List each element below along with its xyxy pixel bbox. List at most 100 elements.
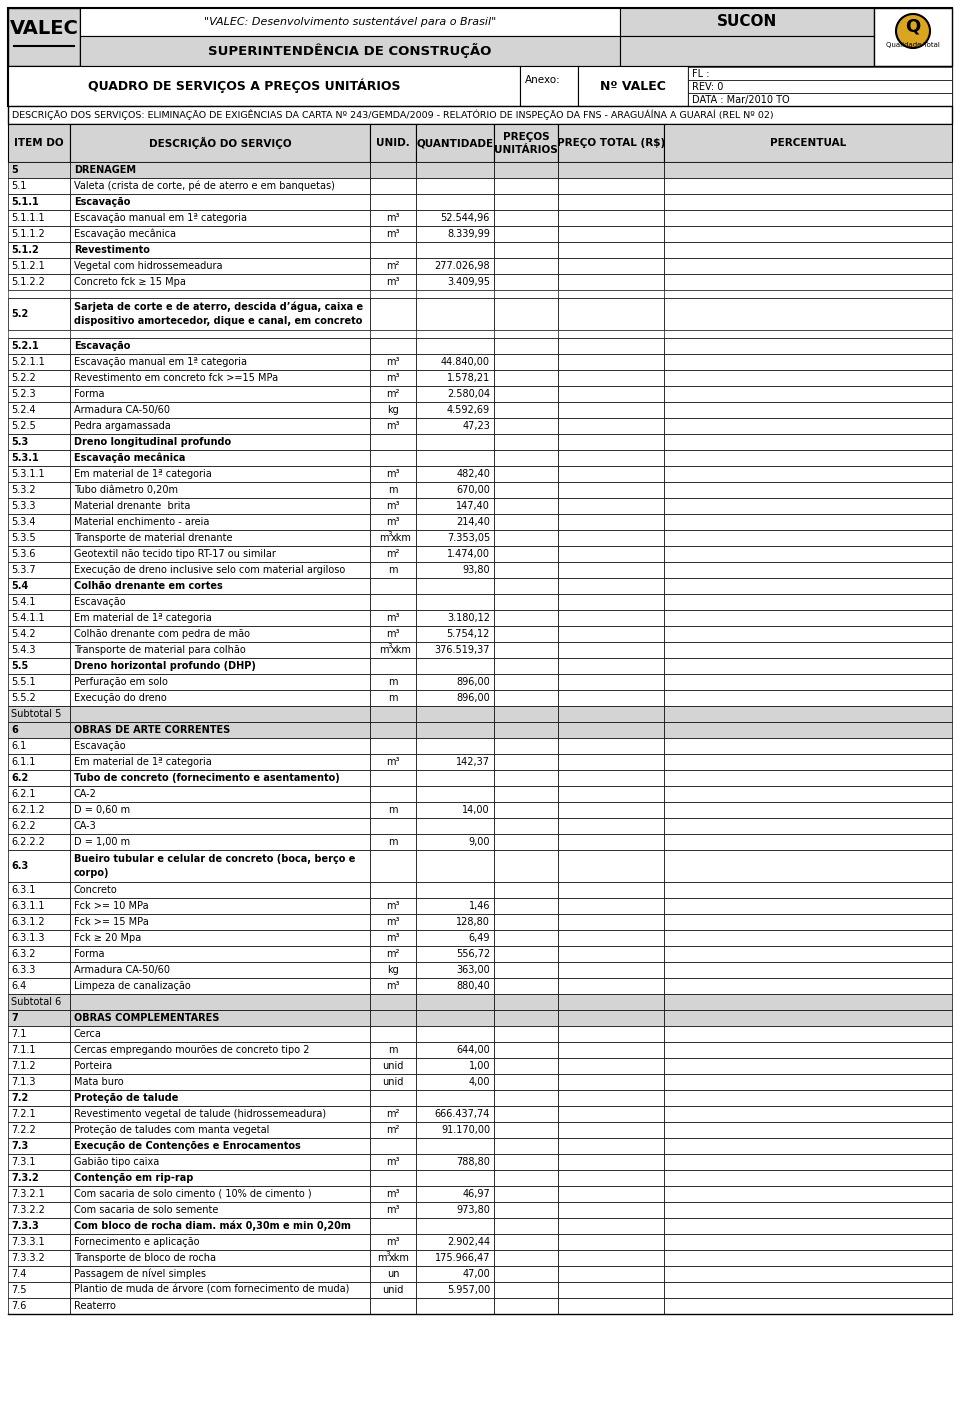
Bar [70,610,370,627]
Bar [416,177,494,194]
Text: m: m [379,534,389,543]
Text: 5.4.1: 5.4.1 [11,597,36,607]
Text: QUANTIDADE: QUANTIDADE [417,138,493,148]
Text: m: m [388,1045,397,1055]
Bar [416,1138,494,1155]
Bar [494,946,558,962]
Bar [688,93,952,106]
Bar [70,579,370,594]
Bar [416,275,494,290]
Text: PERCENTUAL: PERCENTUAL [770,138,846,148]
Bar [370,227,416,242]
Text: kg: kg [387,406,398,415]
Text: 8.339,99: 8.339,99 [447,230,490,239]
Bar [416,881,494,898]
Text: ITEM DO: ITEM DO [14,138,63,148]
Text: 91.170,00: 91.170,00 [441,1125,490,1135]
Text: OBRAS DE ARTE CORRENTES: OBRAS DE ARTE CORRENTES [74,725,230,735]
Text: m: m [388,484,397,496]
Bar [664,1218,952,1233]
Bar [558,418,664,434]
Bar [494,881,558,898]
Bar [558,434,664,451]
Bar [664,529,952,546]
Bar [688,80,952,93]
Text: QUADRO DE SERVIÇOS A PREÇOS UNITÁRIOS: QUADRO DE SERVIÇOS A PREÇOS UNITÁRIOS [88,79,400,93]
Bar [8,1266,70,1283]
Bar [494,529,558,546]
Bar [70,1042,370,1057]
Bar [416,931,494,946]
Bar [664,353,952,370]
Bar [494,1155,558,1170]
Bar [494,482,558,498]
Bar [8,242,70,258]
Bar [494,1233,558,1250]
Bar [370,1138,416,1155]
Bar [416,227,494,242]
Bar [70,1090,370,1107]
Text: Com sacaria de solo semente: Com sacaria de solo semente [74,1205,218,1215]
Bar [494,403,558,418]
Text: Revestimento em concreto fck >=15 MPa: Revestimento em concreto fck >=15 MPa [74,373,278,383]
Bar [494,514,558,529]
Text: Escavação: Escavação [74,597,126,607]
Bar [494,850,558,881]
Bar [416,451,494,466]
Text: DESCRIÇÃO DOS SERVIÇOS: ELIMINAÇÃO DE EXIGÊNCIAS DA CARTA Nº 243/GEMDA/2009 - RE: DESCRIÇÃO DOS SERVIÇOS: ELIMINAÇÃO DE EX… [12,110,774,120]
Bar [8,386,70,403]
Text: 142,37: 142,37 [456,758,490,767]
Bar [664,434,952,451]
Text: 5.3.4: 5.3.4 [11,517,36,527]
Bar [416,1042,494,1057]
Bar [558,690,664,705]
Bar [370,258,416,275]
Text: 7.1.3: 7.1.3 [11,1077,36,1087]
Bar [494,1042,558,1057]
Bar [558,705,664,722]
Bar [70,1233,370,1250]
Bar [416,370,494,386]
Text: Em material de 1ª categoria: Em material de 1ª categoria [74,612,212,622]
Bar [8,1298,70,1314]
Text: m³: m³ [386,1188,399,1200]
Bar [416,1010,494,1026]
Bar [558,338,664,353]
Text: 363,00: 363,00 [456,964,490,974]
Bar [8,579,70,594]
Bar [70,834,370,850]
Bar [558,1233,664,1250]
Bar [370,386,416,403]
Bar [664,514,952,529]
Bar [558,514,664,529]
Bar [558,1170,664,1186]
Bar [664,642,952,658]
Bar [70,1155,370,1170]
Bar [664,210,952,227]
Bar [664,1074,952,1090]
Text: 277.026,98: 277.026,98 [434,260,490,270]
Text: m³: m³ [386,934,399,943]
Bar [70,514,370,529]
Bar [558,1283,664,1298]
Bar [8,338,70,353]
Bar [416,124,494,162]
Text: 5.1.1.2: 5.1.1.2 [11,230,45,239]
Bar [494,466,558,482]
Text: Perfuração em solo: Perfuração em solo [74,677,168,687]
Bar [494,594,558,610]
Bar [558,931,664,946]
Bar [494,177,558,194]
Bar [8,290,70,298]
Text: 5.4: 5.4 [11,582,28,591]
Text: Material enchimento - areia: Material enchimento - areia [74,517,209,527]
Bar [494,818,558,834]
Text: m³: m³ [386,277,399,287]
Bar [664,1202,952,1218]
Text: Subtotal 5: Subtotal 5 [11,710,61,719]
Bar [70,1170,370,1186]
Bar [494,642,558,658]
Bar [370,579,416,594]
Text: 7.3.2: 7.3.2 [11,1173,38,1183]
Bar [370,755,416,770]
